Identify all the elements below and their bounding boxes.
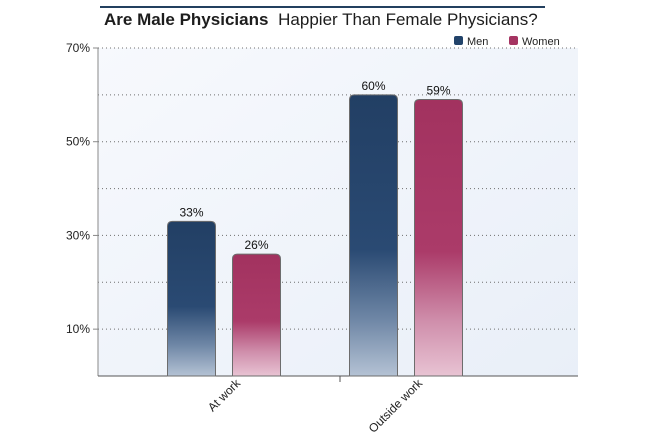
legend-swatch-women [509, 36, 518, 45]
bar-men-0 [167, 220, 216, 377]
bar-men-1 [349, 94, 398, 377]
data-label: 60% [361, 79, 385, 93]
data-label: 59% [426, 84, 450, 98]
y-tick-label: 30% [66, 228, 90, 242]
chart-title-rest: Happier Than Female Physicians? [278, 10, 538, 29]
legend: Men Women [454, 36, 560, 48]
bar-women-1 [414, 99, 463, 377]
legend-label: Women [522, 36, 560, 48]
y-tick-label: 70% [66, 41, 90, 55]
legend-swatch-men [454, 36, 463, 45]
x-category-label: Outside work [366, 376, 426, 436]
y-tick-label: 10% [66, 322, 90, 336]
chart-title: Are Male Physicians Happier Than Female … [104, 10, 538, 29]
y-axis-ticks: 10% 30% 50% 70% [66, 41, 98, 336]
chart-title-bold: Are Male Physicians [104, 10, 268, 29]
y-tick-label: 50% [66, 135, 90, 149]
x-category-label: At work [205, 376, 244, 415]
bar-women-0 [232, 253, 281, 377]
x-axis-labels: At work Outside work [205, 376, 426, 436]
data-label: 26% [244, 238, 268, 252]
data-label: 33% [179, 205, 203, 219]
legend-label: Men [467, 36, 488, 48]
bars: 33% 26% 60% 59% [167, 79, 463, 377]
